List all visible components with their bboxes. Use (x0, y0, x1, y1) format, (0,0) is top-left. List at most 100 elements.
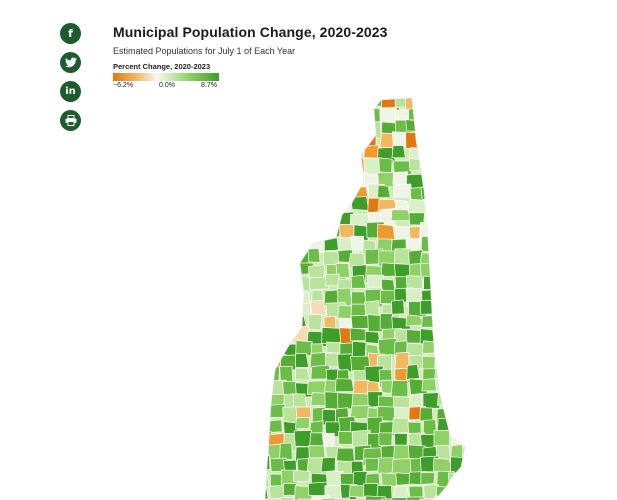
municipality[interactable] (255, 96, 275, 109)
municipality[interactable] (461, 381, 479, 398)
municipality[interactable] (461, 161, 478, 176)
municipality[interactable] (240, 226, 254, 240)
municipality[interactable] (279, 210, 299, 224)
municipality[interactable] (294, 209, 315, 229)
municipality[interactable] (293, 118, 308, 136)
municipality[interactable] (422, 173, 439, 192)
municipality[interactable] (422, 392, 441, 409)
municipality[interactable] (462, 278, 477, 296)
municipality[interactable] (307, 135, 326, 155)
municipality[interactable] (255, 120, 276, 137)
municipality[interactable] (419, 106, 439, 121)
municipality[interactable] (240, 369, 257, 383)
municipality[interactable] (240, 457, 255, 469)
municipality[interactable] (265, 325, 279, 346)
municipality[interactable] (255, 265, 274, 283)
municipality[interactable] (253, 486, 269, 500)
municipality[interactable] (307, 247, 321, 263)
municipality[interactable] (336, 200, 352, 215)
municipality[interactable] (447, 405, 468, 425)
municipality[interactable] (392, 417, 410, 434)
municipality[interactable] (433, 430, 450, 448)
municipality[interactable] (336, 171, 354, 191)
municipality[interactable] (392, 183, 413, 199)
municipality[interactable] (450, 287, 466, 307)
municipality[interactable] (479, 433, 480, 445)
municipality[interactable] (322, 95, 340, 111)
municipality[interactable] (436, 313, 456, 331)
municipality[interactable] (240, 199, 251, 213)
municipality[interactable] (435, 212, 456, 232)
municipality[interactable] (434, 171, 455, 192)
municipality[interactable] (462, 131, 480, 147)
municipality[interactable] (363, 483, 380, 498)
municipality[interactable] (282, 197, 304, 216)
municipality[interactable] (253, 353, 267, 371)
municipality[interactable] (295, 353, 310, 368)
municipality[interactable] (464, 407, 480, 426)
municipality[interactable] (419, 407, 434, 422)
municipality[interactable] (294, 416, 310, 430)
municipality[interactable] (420, 472, 435, 485)
municipality[interactable] (308, 198, 327, 217)
municipality[interactable] (338, 133, 354, 148)
municipality[interactable] (432, 276, 451, 295)
municipality[interactable] (479, 157, 480, 168)
municipality[interactable] (435, 132, 456, 149)
municipality[interactable] (240, 106, 255, 119)
municipality[interactable] (448, 136, 466, 150)
municipality[interactable] (321, 212, 336, 227)
municipality[interactable] (449, 368, 465, 389)
municipality[interactable] (268, 247, 283, 268)
municipality[interactable] (323, 119, 342, 135)
municipality[interactable] (282, 134, 303, 149)
municipality[interactable] (390, 209, 412, 222)
municipality[interactable] (335, 497, 353, 500)
municipality[interactable] (266, 275, 289, 291)
municipality[interactable] (278, 315, 295, 331)
municipality[interactable] (310, 299, 327, 316)
municipality[interactable] (268, 118, 283, 139)
municipality[interactable] (293, 159, 309, 177)
municipality[interactable] (241, 357, 258, 373)
municipality[interactable] (269, 146, 286, 167)
municipality[interactable] (462, 433, 476, 446)
municipality[interactable] (478, 301, 480, 319)
municipality[interactable] (478, 330, 480, 350)
municipality[interactable] (268, 287, 282, 300)
municipality[interactable] (477, 405, 480, 418)
municipality[interactable] (281, 147, 303, 161)
municipality[interactable] (323, 105, 339, 122)
print-button[interactable] (60, 110, 81, 131)
municipality[interactable] (254, 247, 268, 267)
municipality[interactable] (435, 250, 455, 267)
municipality[interactable] (364, 495, 386, 500)
municipality[interactable] (476, 143, 480, 156)
municipality[interactable] (434, 146, 456, 163)
municipality[interactable] (466, 209, 480, 226)
municipality[interactable] (295, 187, 317, 202)
municipality[interactable] (363, 144, 379, 159)
municipality[interactable] (281, 239, 297, 253)
municipality[interactable] (254, 404, 272, 426)
municipality[interactable] (450, 380, 468, 395)
municipality[interactable] (279, 442, 293, 461)
municipality[interactable] (321, 432, 335, 448)
municipality[interactable] (447, 472, 469, 489)
municipality[interactable] (447, 223, 466, 238)
municipality[interactable] (408, 158, 425, 172)
municipality[interactable] (437, 239, 452, 254)
municipality[interactable] (242, 211, 255, 226)
municipality[interactable] (451, 238, 469, 255)
municipality[interactable] (295, 174, 317, 193)
municipality[interactable] (350, 235, 364, 251)
municipality[interactable] (462, 393, 480, 412)
municipality[interactable] (392, 171, 409, 186)
municipality[interactable] (461, 187, 480, 206)
municipality[interactable] (310, 121, 330, 142)
municipality[interactable] (255, 104, 271, 122)
municipality[interactable] (479, 198, 480, 210)
municipality[interactable] (255, 134, 274, 155)
municipality[interactable] (253, 300, 272, 316)
municipality[interactable] (268, 186, 288, 205)
